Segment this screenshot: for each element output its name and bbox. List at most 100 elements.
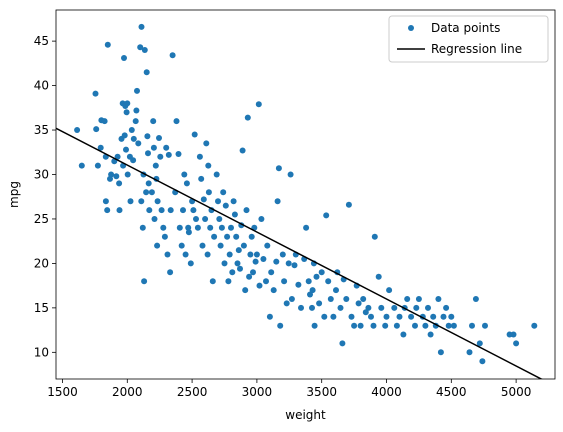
- data-point: [146, 207, 153, 214]
- data-point: [325, 278, 332, 285]
- data-point: [330, 313, 337, 320]
- data-point: [114, 153, 121, 160]
- data-point: [255, 101, 262, 108]
- regression-line: [56, 127, 543, 379]
- data-point: [229, 269, 236, 276]
- y-tick-label: 30: [34, 167, 49, 181]
- data-point: [443, 304, 450, 311]
- data-point: [313, 273, 320, 280]
- data-point: [351, 322, 358, 329]
- data-point: [412, 322, 418, 329]
- axes: 1500 2000 2500 3000 3500 4000 4500 5000 10 15 20 25…: [34, 34, 532, 399]
- data-point: [218, 224, 225, 231]
- data-point: [217, 242, 224, 249]
- data-point: [196, 153, 203, 160]
- data-point: [339, 340, 346, 347]
- data-point: [134, 87, 140, 94]
- data-point: [466, 349, 473, 356]
- data-point: [145, 180, 152, 187]
- data-point: [309, 304, 315, 311]
- legend-box: [388, 15, 549, 63]
- data-point: [132, 118, 139, 125]
- data-point: [345, 201, 352, 208]
- data-point: [121, 132, 128, 139]
- data-point: [270, 287, 277, 294]
- data-point: [130, 135, 137, 142]
- data-point: [143, 189, 150, 196]
- x-tick-label: 3500: [306, 385, 337, 399]
- data-point: [295, 281, 302, 288]
- data-point: [157, 153, 164, 160]
- data-point: [307, 291, 313, 298]
- data-point: [92, 90, 99, 97]
- data-point: [124, 171, 131, 178]
- data-point: [93, 126, 100, 133]
- data-point: [274, 198, 281, 205]
- data-point: [160, 224, 167, 231]
- data-point: [425, 304, 431, 311]
- data-point: [161, 233, 168, 240]
- data-point: [224, 233, 231, 240]
- data-point: [220, 189, 227, 196]
- data-point: [258, 216, 265, 222]
- data-point: [167, 207, 174, 214]
- data-point: [370, 322, 377, 329]
- data-point: [355, 300, 362, 307]
- data-point: [141, 278, 148, 285]
- data-point: [311, 322, 318, 329]
- data-point: [176, 224, 183, 231]
- legend: Data points Regression line: [388, 15, 549, 63]
- data-point: [510, 331, 517, 338]
- data-point: [233, 233, 240, 240]
- data-point: [104, 41, 111, 48]
- y-axis-label: mpg: [7, 181, 21, 208]
- data-point: [158, 207, 165, 214]
- data-point: [228, 224, 234, 231]
- data-point: [248, 233, 255, 240]
- legend-label-regression-line: Regression line: [431, 42, 522, 56]
- data-point: [221, 260, 228, 267]
- data-point: [357, 322, 364, 329]
- data-point: [167, 269, 174, 276]
- data-point: [199, 242, 206, 249]
- data-point: [133, 107, 140, 114]
- data-point: [337, 304, 344, 311]
- data-point: [150, 144, 157, 151]
- data-point: [175, 151, 182, 157]
- data-point: [230, 198, 237, 205]
- data-point: [148, 189, 155, 196]
- data-point: [318, 269, 325, 276]
- data-point: [181, 171, 188, 178]
- data-point: [365, 304, 372, 311]
- x-tick-label: 1500: [47, 385, 78, 399]
- x-tick-label: 4000: [371, 385, 402, 399]
- data-point: [362, 309, 369, 316]
- y-tick-label: 40: [34, 79, 49, 93]
- data-point: [237, 265, 243, 272]
- data-point: [368, 313, 374, 320]
- data-point: [531, 322, 538, 329]
- data-point: [348, 313, 355, 320]
- data-point: [128, 127, 135, 133]
- data-point: [150, 118, 157, 125]
- y-tick-label: 25: [34, 212, 49, 226]
- data-point: [263, 278, 269, 285]
- data-point: [137, 44, 144, 51]
- data-point: [156, 135, 162, 141]
- data-point: [264, 242, 271, 249]
- data-point: [469, 322, 475, 329]
- data-point: [404, 296, 411, 302]
- data-point: [205, 189, 212, 196]
- data-point: [185, 224, 192, 231]
- data-point: [327, 296, 334, 302]
- data-point: [437, 349, 444, 356]
- data-point: [135, 140, 142, 147]
- data-point: [130, 157, 137, 164]
- data-point: [240, 242, 247, 249]
- data-point: [247, 251, 254, 258]
- data-point: [185, 229, 192, 236]
- data-point: [305, 278, 312, 285]
- data-point: [138, 23, 145, 30]
- data-point: [116, 207, 123, 214]
